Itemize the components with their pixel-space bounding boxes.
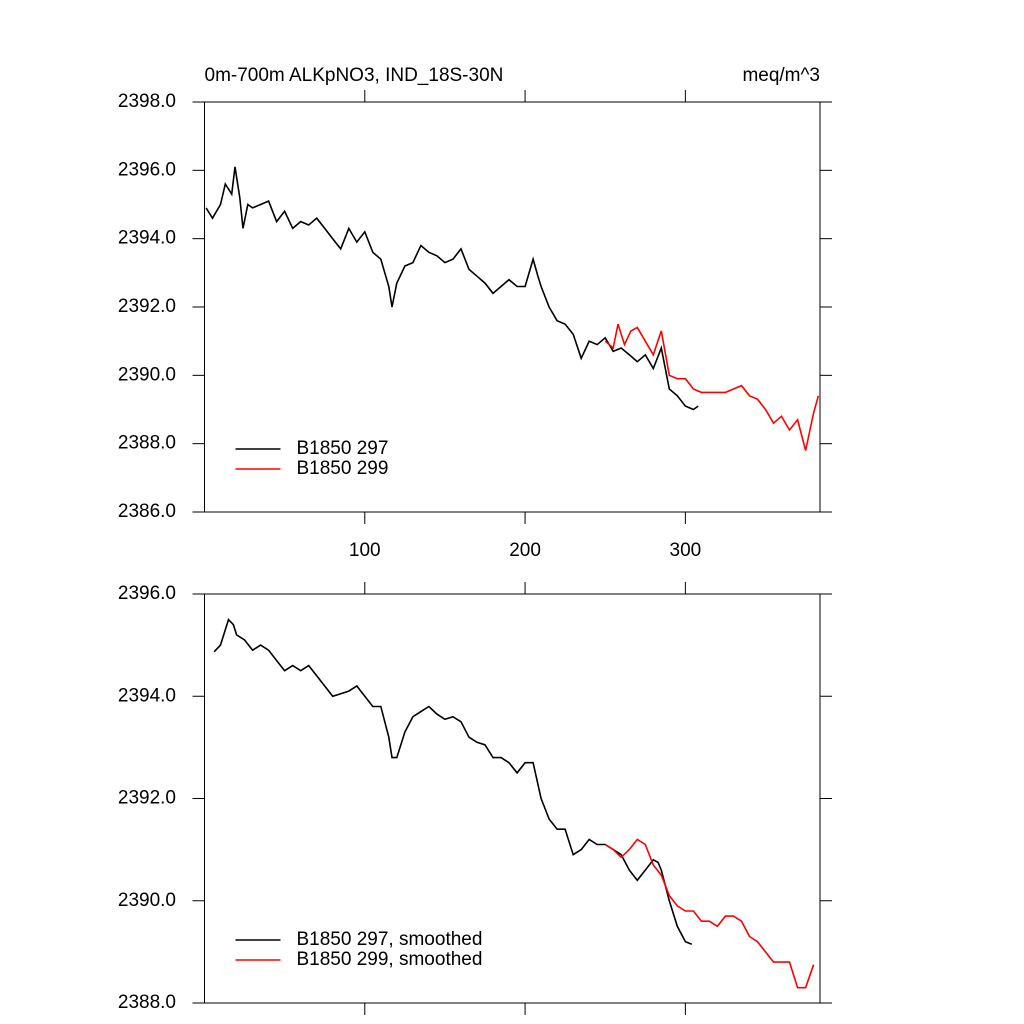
data-line [213,618,693,945]
data-line [205,166,699,411]
y-tick-label: 2396.0 [118,583,176,604]
y-tick-label: 2386.0 [118,501,176,522]
data-line [604,323,820,451]
y-tick-label: 2390.0 [118,890,176,911]
y-tick-label: 2394.0 [118,685,176,706]
x-tick-label: 300 [670,540,702,561]
data-line [604,838,815,989]
legend-label: B1850 297, smoothed [297,929,483,950]
y-tick-label: 2388.0 [118,433,176,454]
legend-label: B1850 299 [297,458,389,479]
y-tick-label: 2390.0 [118,364,176,385]
y-tick-label: 2388.0 [118,992,176,1013]
legend-label: B1850 299, smoothed [297,949,483,970]
x-tick-label: 100 [349,540,381,561]
y-tick-label: 2392.0 [118,296,176,317]
x-tick-label: 200 [509,540,541,561]
y-tick-label: 2392.0 [118,788,176,809]
y-tick-label: 2398.0 [118,91,176,112]
y-tick-label: 2396.0 [118,159,176,180]
legend-label: B1850 297 [297,438,389,459]
units-label: meq/m^3 [742,65,820,86]
chart-title: 0m-700m ALKpNO3, IND_18S-30N [205,65,504,86]
y-tick-label: 2394.0 [118,228,176,249]
